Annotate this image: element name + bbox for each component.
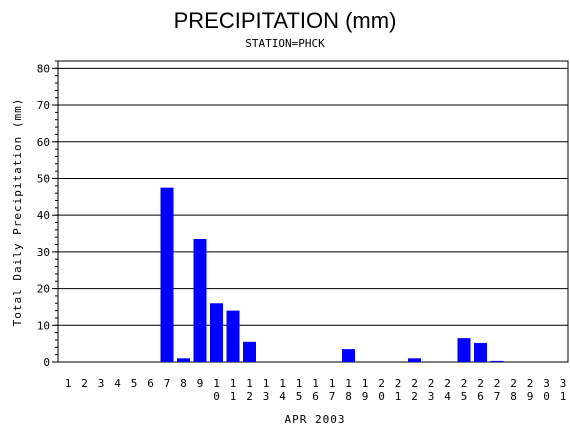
y-tick-label: 70 bbox=[37, 99, 50, 112]
x-tick-label: 3 bbox=[98, 377, 105, 390]
bar-day-7 bbox=[160, 187, 174, 362]
y-tick-label: 60 bbox=[37, 136, 50, 149]
x-tick-label: 1 bbox=[65, 377, 72, 390]
bar-day-8 bbox=[177, 358, 190, 362]
plot-frame bbox=[57, 60, 569, 363]
bar-day-11 bbox=[226, 310, 240, 362]
x-tick-label: 6 bbox=[147, 377, 154, 390]
chart-subtitle: STATION=PHCK bbox=[245, 37, 325, 50]
bar-day-12 bbox=[243, 341, 256, 362]
bar-day-9 bbox=[193, 239, 207, 362]
bar-day-26 bbox=[474, 342, 487, 362]
y-tick-label: 20 bbox=[37, 283, 50, 296]
y-tick-label: 40 bbox=[37, 209, 50, 222]
bar-day-22 bbox=[408, 358, 421, 362]
bar-day-27 bbox=[490, 360, 504, 362]
x-tick-label: 9 bbox=[197, 377, 204, 390]
y-tick-label: 30 bbox=[37, 246, 50, 259]
chart-title: PRECIPITATION (mm) bbox=[174, 8, 397, 33]
x-tick-label: 2 bbox=[81, 377, 88, 390]
y-tick-label: 0 bbox=[43, 356, 50, 369]
y-tick-label: 10 bbox=[37, 319, 50, 332]
x-tick-label: 8 bbox=[180, 377, 187, 390]
bar-day-18 bbox=[342, 349, 355, 362]
bar-day-10 bbox=[210, 303, 223, 362]
y-axis-label: Total Daily Precipitation (mm) bbox=[11, 98, 24, 327]
x-axis-label: APR 2003 bbox=[285, 413, 346, 426]
y-tick-label: 80 bbox=[37, 62, 50, 75]
x-tick-label: 4 bbox=[114, 377, 121, 390]
y-tick-label: 50 bbox=[37, 172, 50, 185]
bar-day-25 bbox=[457, 338, 471, 362]
x-tick-label: 5 bbox=[131, 377, 138, 390]
x-tick-label: 7 bbox=[164, 377, 171, 390]
